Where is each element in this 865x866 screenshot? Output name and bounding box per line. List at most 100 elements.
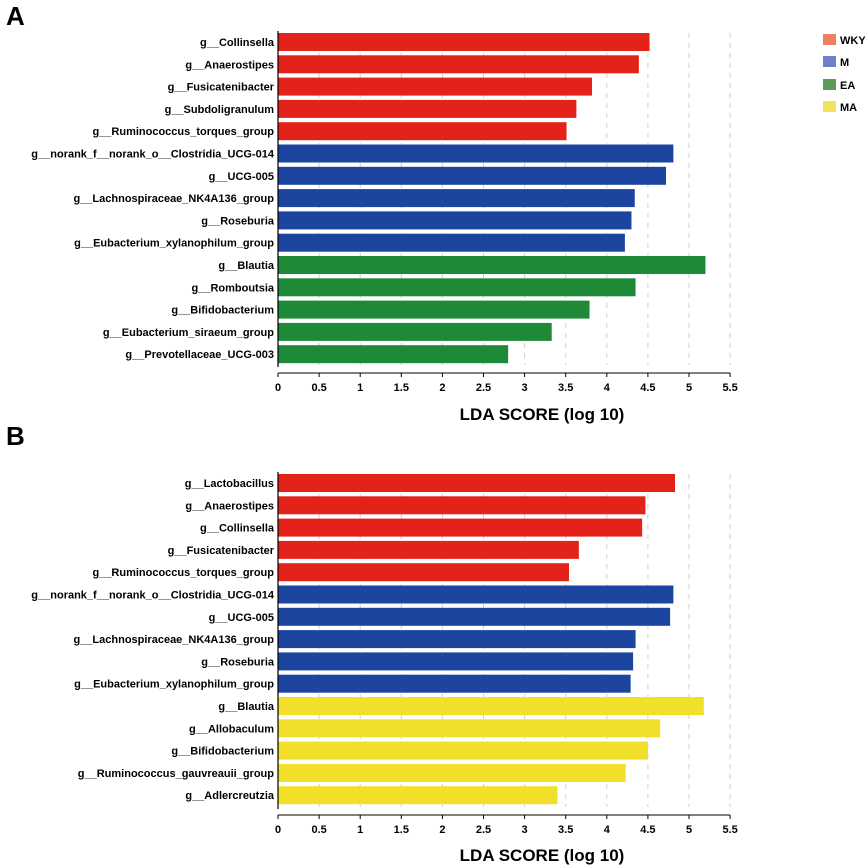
panel-b-x-axis-title: LDA SCORE (log 10) bbox=[460, 846, 625, 865]
bar bbox=[278, 233, 625, 252]
x-tick-label: 4 bbox=[604, 382, 611, 394]
category-label: g__Subdoligranulum bbox=[165, 104, 275, 116]
legend-swatch-m bbox=[823, 56, 836, 67]
x-tick-label: 5 bbox=[686, 824, 692, 836]
bar bbox=[278, 741, 648, 760]
bar bbox=[278, 256, 706, 274]
category-label: g__Eubacterium_xylanophilum_group bbox=[74, 238, 274, 250]
panel-b-chart: g__Lactobacillus g__Anaerostipes g__Collin… bbox=[31, 472, 738, 836]
bar bbox=[278, 786, 558, 805]
category-label: g__Anaerostipes bbox=[185, 500, 274, 512]
bar bbox=[278, 211, 632, 230]
category-label: g__Eubacterium_siraeum_group bbox=[103, 327, 274, 339]
bar bbox=[278, 144, 674, 163]
category-label: g__Fusicatenibacter bbox=[168, 545, 275, 557]
category-label: g__Roseburia bbox=[201, 215, 275, 227]
x-tick-label: 2.5 bbox=[476, 824, 491, 836]
x-tick-label: 3.5 bbox=[558, 382, 573, 394]
legend-swatch-ea bbox=[823, 79, 836, 90]
legend-swatch-wky bbox=[823, 34, 836, 45]
bar bbox=[278, 189, 635, 208]
x-tick-label: 4.5 bbox=[640, 824, 655, 836]
bar bbox=[278, 33, 650, 51]
bar bbox=[278, 300, 590, 319]
x-tick-label: 1.5 bbox=[394, 382, 409, 394]
category-label: g__norank_f__norank_o__Clostridia_UCG-01… bbox=[31, 590, 275, 602]
x-tick-label: 0 bbox=[275, 824, 281, 836]
legend-label-ea: EA bbox=[840, 80, 855, 92]
bar bbox=[278, 652, 634, 671]
category-label: g__Ruminococcus_torques_group bbox=[92, 126, 274, 138]
bar bbox=[278, 585, 674, 604]
category-label: g__Adlercreutzia bbox=[185, 790, 275, 802]
legend-swatch-ma bbox=[823, 101, 836, 112]
bar bbox=[278, 763, 626, 782]
panel-letter-a: A bbox=[6, 1, 25, 31]
bar bbox=[278, 99, 577, 118]
category-label: g__Lachnospiraceae_NK4A136_group bbox=[73, 634, 274, 646]
category-label: g__Roseburia bbox=[201, 656, 275, 668]
category-label: g__Bifidobacterium bbox=[171, 746, 274, 758]
bar bbox=[278, 122, 567, 141]
category-label: g__norank_f__norank_o__Clostridia_UCG-01… bbox=[31, 149, 275, 161]
category-label: g__Eubacterium_xylanophilum_group bbox=[74, 679, 274, 691]
x-tick-label: 4.5 bbox=[640, 382, 655, 394]
bar bbox=[278, 345, 509, 364]
x-tick-label: 3 bbox=[522, 382, 528, 394]
legend: WKY M EA MA bbox=[823, 34, 865, 114]
bar bbox=[278, 540, 579, 559]
category-label: g__Prevotellaceae_UCG-003 bbox=[125, 349, 274, 361]
legend-label-ma: MA bbox=[840, 102, 857, 114]
x-tick-label: 0.5 bbox=[311, 824, 326, 836]
category-label: g__Allobaculum bbox=[189, 723, 274, 735]
bar bbox=[278, 518, 643, 537]
legend-label-m: M bbox=[840, 57, 849, 69]
bar bbox=[278, 474, 676, 492]
category-label: g__Blautia bbox=[218, 260, 275, 272]
category-label: g__Romboutsia bbox=[191, 282, 274, 294]
legend-label-wky: WKY bbox=[840, 35, 865, 47]
category-label: g__Blautia bbox=[218, 701, 275, 713]
bar bbox=[278, 674, 631, 693]
bar bbox=[278, 77, 593, 96]
bar bbox=[278, 697, 704, 715]
category-label: g__UCG-005 bbox=[209, 171, 274, 183]
category-label: g__Bifidobacterium bbox=[171, 305, 274, 317]
panel-a-x-axis-title: LDA SCORE (log 10) bbox=[460, 405, 625, 424]
panel-letter-b: B bbox=[6, 421, 25, 451]
bar bbox=[278, 278, 636, 297]
category-label: g__Collinsella bbox=[200, 37, 275, 49]
category-label: g__Anaerostipes bbox=[185, 59, 274, 71]
x-tick-label: 5.5 bbox=[722, 824, 737, 836]
bar bbox=[278, 719, 661, 738]
category-label: g__Fusicatenibacter bbox=[168, 82, 275, 94]
category-label: g__Ruminococcus_torques_group bbox=[92, 567, 274, 579]
x-tick-label: 1.5 bbox=[394, 824, 409, 836]
category-label: g__Collinsella bbox=[200, 523, 275, 535]
x-tick-label: 3.5 bbox=[558, 824, 573, 836]
x-tick-label: 2 bbox=[439, 824, 445, 836]
category-label: g__Lachnospiraceae_NK4A136_group bbox=[73, 193, 274, 205]
x-tick-label: 2 bbox=[439, 382, 445, 394]
category-label: g__UCG-005 bbox=[209, 612, 274, 624]
x-tick-label: 1 bbox=[357, 824, 363, 836]
x-tick-label: 3 bbox=[522, 824, 528, 836]
x-tick-label: 1 bbox=[357, 382, 363, 394]
bar bbox=[278, 607, 671, 626]
bar bbox=[278, 496, 646, 515]
bar bbox=[278, 322, 552, 341]
x-tick-label: 2.5 bbox=[476, 382, 491, 394]
bar bbox=[278, 630, 636, 649]
x-tick-label: 5 bbox=[686, 382, 692, 394]
x-tick-label: 0 bbox=[275, 382, 281, 394]
x-tick-label: 4 bbox=[604, 824, 611, 836]
panel-a-chart: g__Collinsella g__Anaerostipes g__Fusicate… bbox=[31, 31, 738, 394]
bar bbox=[278, 166, 666, 185]
x-tick-label: 0.5 bbox=[311, 382, 326, 394]
category-label: g__Ruminococcus_gauvreauii_group bbox=[78, 768, 274, 780]
bar bbox=[278, 563, 569, 582]
bar bbox=[278, 55, 639, 74]
category-label: g__Lactobacillus bbox=[185, 478, 274, 490]
x-tick-label: 5.5 bbox=[722, 382, 737, 394]
